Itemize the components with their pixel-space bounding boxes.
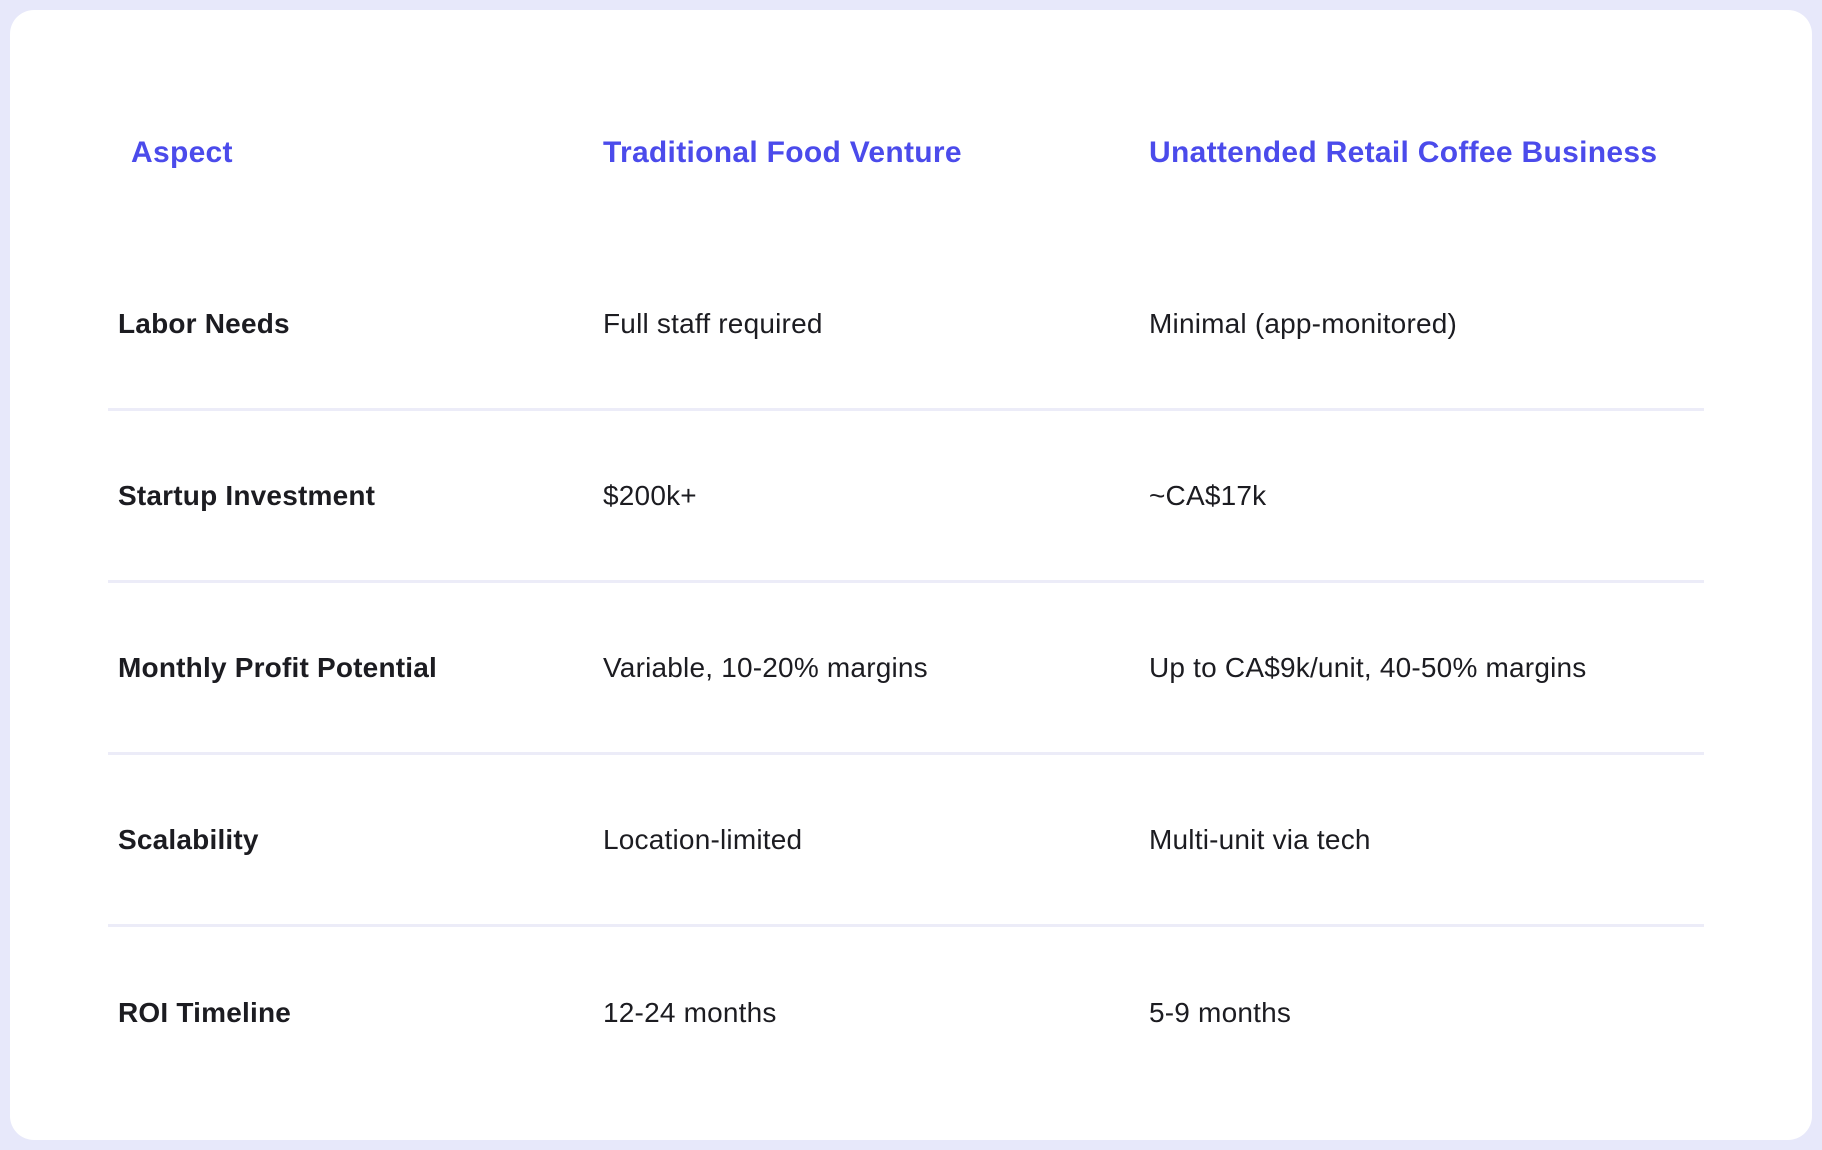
table-row-monthly-profit-potential: Monthly Profit Potential Variable, 10-20… <box>108 583 1704 755</box>
aspect-label: Scalability <box>118 823 259 855</box>
aspect-label: ROI Timeline <box>118 997 292 1028</box>
table-row-roi-timeline: ROI Timeline 12-24 months 5-9 months <box>108 927 1704 1099</box>
traditional-value: Variable, 10-20% margins <box>603 651 928 683</box>
table-row-labor-needs: Labor Needs Full staff required Minimal … <box>108 239 1704 411</box>
aspect-label: Monthly Profit Potential <box>118 651 438 683</box>
unattended-value: Minimal (app-monitored) <box>1149 307 1458 339</box>
traditional-value: Location-limited <box>603 823 803 855</box>
traditional-value: Full staff required <box>603 307 823 339</box>
column-header-traditional-food-venture: Traditional Food Venture <box>603 136 962 169</box>
traditional-value: 12-24 months <box>603 997 777 1028</box>
aspect-label: Labor Needs <box>118 307 290 339</box>
aspect-label: Startup Investment <box>118 479 376 511</box>
unattended-value: Multi-unit via tech <box>1149 823 1371 855</box>
table-row-startup-investment: Startup Investment $200k+ ~CA$17k <box>108 411 1704 583</box>
traditional-value: $200k+ <box>603 479 697 511</box>
unattended-value: ~CA$17k <box>1149 479 1267 511</box>
unattended-value: Up to CA$9k/unit, 40-50% margins <box>1149 651 1587 683</box>
column-header-aspect: Aspect <box>131 136 233 169</box>
comparison-card: Aspect Traditional Food Venture Unattend… <box>10 10 1812 1140</box>
unattended-value: 5-9 months <box>1149 997 1292 1028</box>
table-header-row: Aspect Traditional Food Venture Unattend… <box>108 67 1704 239</box>
table-row-scalability: Scalability Location-limited Multi-unit … <box>108 755 1704 927</box>
column-header-unattended-retail-coffee-business: Unattended Retail Coffee Business <box>1149 136 1658 169</box>
comparison-table: Aspect Traditional Food Venture Unattend… <box>108 67 1704 1099</box>
